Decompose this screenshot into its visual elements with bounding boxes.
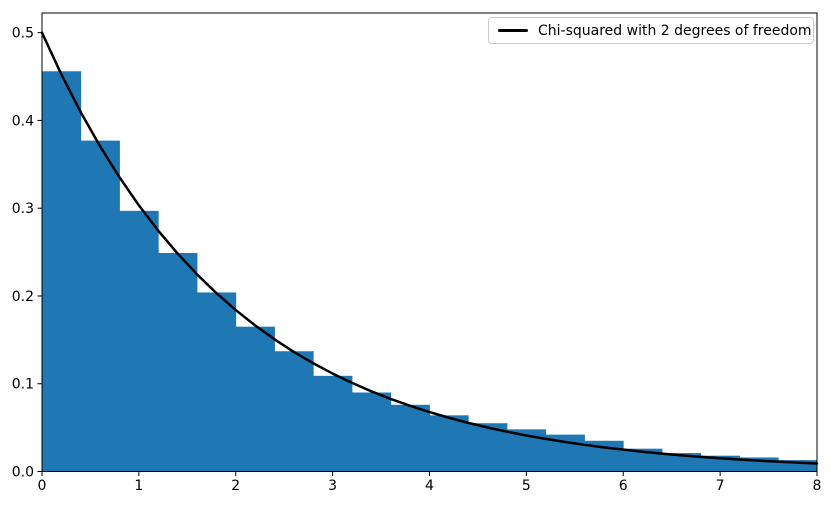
y-tick-label: 0.1 (12, 377, 34, 393)
histogram-bar (80, 140, 120, 472)
legend: Chi-squared with 2 degrees of freedom (488, 17, 814, 44)
x-tick-label: 3 (328, 478, 337, 494)
histogram-bar (42, 71, 82, 472)
pdf-curve (40, 31, 819, 465)
x-tick-label: 6 (619, 478, 628, 494)
x-tick-label: 4 (425, 478, 434, 494)
y-tick-label: 0.2 (12, 289, 34, 305)
legend-label: Chi-squared with 2 degrees of freedom (538, 22, 812, 39)
y-tick-label: 0.5 (12, 26, 34, 42)
histogram-bar (778, 460, 818, 472)
histogram-bar (158, 252, 198, 472)
histogram-bar (235, 326, 275, 472)
x-tick-label: 2 (231, 478, 240, 494)
legend-line-sample (498, 29, 528, 32)
y-tick-label: 0.0 (12, 465, 34, 481)
histogram-bar (623, 448, 663, 472)
x-tick-label: 5 (522, 478, 531, 494)
x-tick-label: 7 (716, 478, 725, 494)
histogram-bar (313, 375, 353, 472)
x-tick-label: 8 (813, 478, 822, 494)
histogram-bar (274, 351, 314, 472)
histogram-bar (119, 210, 159, 472)
histogram-bar (429, 415, 469, 472)
x-tick-label: 0 (38, 478, 47, 494)
y-tick-label: 0.4 (12, 113, 34, 129)
histogram-bar (662, 453, 702, 472)
histogram-bar (390, 404, 430, 472)
y-tick-label: 0.3 (12, 201, 34, 217)
x-tick-label: 1 (134, 478, 143, 494)
histogram-bar (352, 392, 392, 472)
histogram-bar (197, 292, 237, 472)
